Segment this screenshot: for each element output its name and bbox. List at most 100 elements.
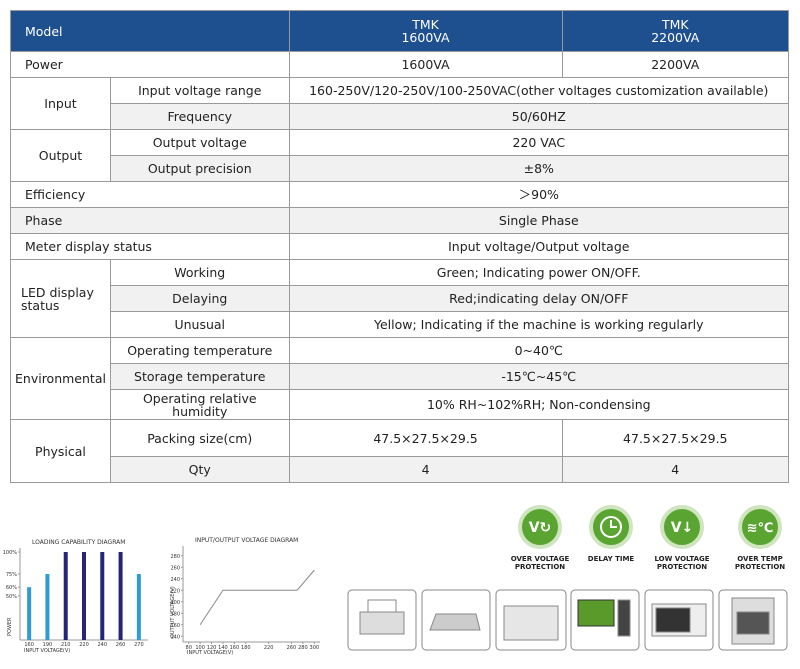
row: Output Output voltage 220 VAC — [10, 129, 790, 182]
icon-glyph: V↓ — [671, 520, 694, 536]
cell: Input voltage range — [109, 77, 290, 104]
frame — [495, 589, 567, 651]
cell: Operating temperature — [109, 337, 290, 364]
cell: Output precision — [109, 155, 290, 182]
bar — [100, 552, 105, 640]
row: Frequency 50/60HZ — [10, 103, 790, 130]
x-axis-label: INPUT VOLTAGE(V) — [187, 650, 233, 656]
appliances — [347, 589, 788, 651]
feature-label: OVER TEMP PROTECTION — [735, 555, 785, 571]
y-tick-label: 75% — [6, 572, 17, 578]
feature-label: DELAY TIME — [588, 555, 635, 563]
row: Qty 4 4 — [10, 456, 790, 483]
icon — [660, 505, 704, 549]
row: Meter display status Input voltage/Output… — [10, 233, 790, 260]
cell: Output — [10, 129, 111, 182]
y-tick-label: 50% — [6, 594, 17, 600]
cell: 10% RH~102%RH; Non-condensing — [288, 389, 790, 420]
cell: Meter display status — [10, 233, 290, 260]
y-tick-label: 180 — [170, 611, 180, 617]
spec-table: Model TMK 1600VA TMK 2200VA Power 1600VA 220… — [10, 10, 790, 483]
x-tick-label: 190 — [43, 642, 53, 648]
y-tick-label: 140 — [170, 634, 180, 640]
y-tick-label: 100% — [3, 550, 18, 556]
cell: Physical — [10, 419, 111, 483]
row: LED display status Working Green; Indicati… — [10, 259, 790, 338]
icon-glyph — [600, 516, 622, 538]
row: Power 1600VA 2200VA — [10, 51, 790, 78]
cell: Qty — [109, 456, 290, 483]
x-tick-label: 160 — [230, 645, 240, 651]
row: Efficiency ＞90% — [10, 181, 790, 208]
y-tick-label: 240 — [170, 577, 180, 583]
oven — [736, 611, 770, 635]
row: Environmental Operating temperature 0~40℃ — [10, 337, 790, 420]
cell: 0~40℃ — [288, 337, 790, 364]
row: Input Input voltage range 160-250V/120-250… — [10, 77, 790, 130]
cell: 4 — [288, 456, 563, 483]
copier — [503, 605, 559, 641]
cell: 50/60HZ — [288, 103, 790, 130]
cell: Working — [109, 259, 290, 286]
cell: Green; Indicating power ON/OFF. — [288, 259, 790, 286]
feature-icons: V↻ V↓ ≋℃ — [518, 505, 782, 549]
x-tick-label: 160 — [24, 642, 34, 648]
cell: 47.5×27.5×29.5 — [288, 419, 563, 457]
x-tick-label: 180 — [241, 645, 251, 651]
cell: Output voltage — [109, 129, 290, 156]
bar — [118, 552, 123, 640]
y-axis-label: OUTPUT VOLTAGE(V) — [170, 586, 176, 638]
x-tick-label: 270 — [134, 642, 144, 648]
y-tick-label: 260 — [170, 565, 180, 571]
x-tick-label: 260 — [287, 645, 297, 651]
frame — [570, 589, 640, 651]
cell: Model — [10, 10, 290, 52]
y-tick-label: 200 — [170, 600, 180, 606]
y-tick-label: 280 — [170, 554, 180, 560]
x-tick-label: 220 — [79, 642, 89, 648]
frame — [644, 589, 714, 651]
cell: Frequency — [109, 103, 290, 130]
x-tick-label: 220 — [264, 645, 274, 651]
bar — [136, 574, 141, 640]
cell: Operating relative humidity — [109, 389, 290, 420]
cell: Efficiency — [10, 181, 290, 208]
cell: 4 — [561, 456, 790, 483]
chart-title: LOADING CAPABILITY DIAGRAM — [32, 539, 125, 546]
row: Operating relative humidity 10% RH~102%RH… — [11, 389, 790, 420]
cell: Packing size(cm) — [109, 419, 290, 457]
cell: Yellow; Indicating if the machine is wor… — [288, 311, 790, 338]
bar — [63, 552, 68, 640]
frame — [421, 589, 491, 651]
header-row: Model TMK 1600VA TMK 2200VA — [10, 10, 790, 52]
row: Physical Packing size(cm) 47.5×27.5×29.5 47… — [10, 419, 790, 483]
x-axis-label: INPUT VOLTAGE(V) — [24, 648, 70, 654]
icon-glyph — [610, 520, 617, 528]
cell: -15℃~45℃ — [288, 363, 790, 390]
feature-label: OVER VOLTAGE PROTECTION — [511, 555, 570, 571]
frame — [347, 589, 417, 651]
cell: Input — [10, 77, 111, 130]
x-tick-label: 120 — [207, 645, 217, 651]
x-tick-label: 210 — [61, 642, 71, 648]
bar — [82, 552, 86, 640]
line — [199, 569, 315, 626]
bar — [27, 587, 32, 640]
cell: Red;indicating delay ON/OFF — [288, 285, 790, 312]
x-tick-label: 140 — [218, 645, 228, 651]
cell: 160-250V/120-250V/100-250VAC(other volta… — [288, 77, 790, 104]
y-tick-label: 160 — [170, 623, 180, 629]
y-tick-label: 60% — [6, 585, 17, 591]
x-tick-label: 100 — [195, 645, 205, 651]
y-axis-label: POWER — [7, 617, 13, 636]
cell: Input voltage/Output voltage — [288, 233, 790, 260]
printer — [367, 599, 397, 613]
printer — [359, 611, 405, 635]
x-tick-label: 240 — [98, 642, 108, 648]
x-tick-label: 260 — [116, 642, 126, 648]
cell: TMK 2200VA — [561, 10, 790, 52]
chart-title: INPUT/OUTPUT VOLTAGE DIAGRAM — [195, 537, 298, 544]
x-tick-label: 300 — [310, 645, 320, 651]
